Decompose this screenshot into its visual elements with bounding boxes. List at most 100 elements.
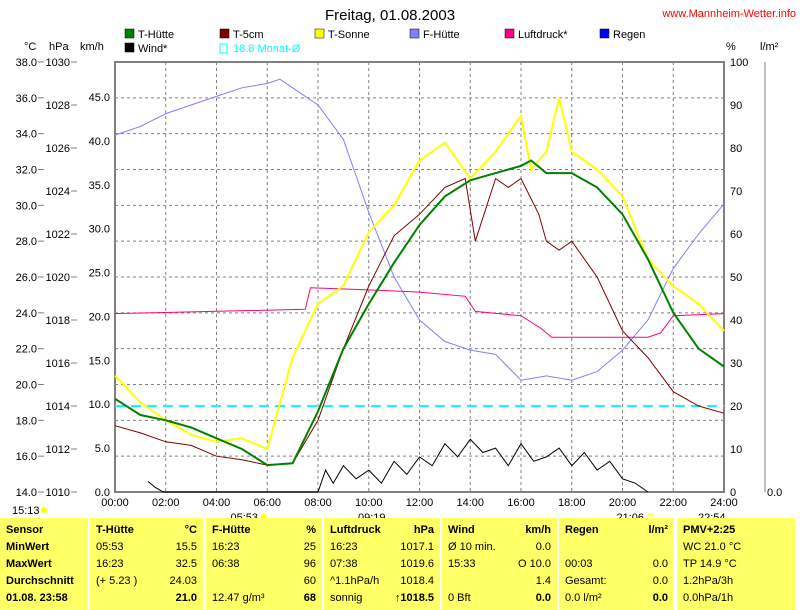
legend-label: 18.8 Monat-Ø — [233, 43, 301, 55]
rain-unit: l/m² — [760, 41, 779, 53]
hpa-unit: hPa — [49, 41, 69, 53]
hpa-tick-label: 1012 — [46, 444, 70, 456]
stats-value: 68 — [303, 592, 316, 604]
hpa-tick-label: 1020 — [46, 272, 70, 284]
stats-value: 1017.1 — [400, 541, 434, 553]
sun-icon — [41, 507, 47, 513]
stats-value: 60 — [303, 575, 316, 587]
stats-label: 12.47 g/m³ — [212, 592, 265, 604]
stats-value: 96 — [303, 558, 316, 570]
stats-label: 05:53 — [96, 541, 124, 553]
stats-row: 16:23 32.5 — [90, 556, 203, 573]
stats-value: 1018.4 — [400, 575, 434, 587]
stats-label: 00:03 — [565, 558, 593, 570]
stats-row: Sensor — [0, 522, 88, 539]
kmh-tick-label: 30.0 — [89, 224, 110, 236]
sunrise-icon — [261, 514, 267, 518]
stats-label: MinWert — [6, 541, 50, 553]
stats-value: 1019.6 — [400, 558, 434, 570]
c-tick-label: 36.0 — [16, 93, 37, 105]
stats-row: 07:38 1019.6 — [324, 556, 440, 573]
site-link[interactable]: www.Mannheim-Wetter.info — [661, 8, 796, 20]
pct-tick-label: 10 — [730, 444, 742, 456]
stats-value: hPa — [413, 524, 434, 536]
legend-swatch — [599, 28, 610, 39]
sun-time-t1: 15:13 — [12, 505, 40, 517]
pct-tick-label: 20 — [730, 401, 742, 413]
stats-value: 25 — [303, 541, 316, 553]
x-tick-label: 06:00 — [253, 497, 281, 509]
plot-area — [114, 61, 725, 493]
stats-value: ↑1018.5 — [394, 592, 434, 604]
stats-table: Sensor MinWert MaxWert Durchschnitt 01.08. 2… — [0, 518, 800, 610]
legend-label: T-Hütte — [138, 29, 174, 41]
legend-label: Wind* — [138, 43, 168, 55]
pct-tick-label: 100 — [730, 57, 748, 69]
stats-value: % — [306, 524, 316, 536]
series-line-t-sonne — [114, 97, 725, 451]
stats-value: 1.4 — [535, 575, 551, 587]
stats-column: Wind km/h Ø 10 min. 0.0 15:33 O 10.0 1.4 0 Bft 0… — [442, 518, 557, 610]
x-tick-label: 08:00 — [304, 497, 332, 509]
sun-time-sunset: 21:06 — [616, 512, 644, 518]
stats-label: 16:23 — [212, 541, 240, 553]
weather-chart: Freitag, 01.08.2003 www.Mannheim-Wetter.… — [12, 7, 796, 518]
stats-label: Durchschnitt — [6, 575, 74, 587]
x-tick-label: 14:00 — [456, 497, 484, 509]
stats-row: 05:53 15.5 — [90, 539, 203, 556]
hpa-tick-label: 1014 — [46, 401, 70, 413]
x-tick-label: 00:00 — [101, 497, 129, 509]
stats-label: Luftdruck — [330, 524, 381, 536]
pct-tick-label: 60 — [730, 229, 742, 241]
stats-label: 0.0hPa/1h — [683, 592, 734, 604]
x-tick-label: 18:00 — [558, 497, 586, 509]
c-tick-label: 14.0 — [16, 487, 37, 499]
sun-time-t3: 22:54 — [698, 512, 726, 518]
legend-swatch — [124, 28, 135, 39]
c-tick-label: 24.0 — [16, 308, 37, 320]
stats-label: MaxWert — [6, 558, 52, 570]
pct-tick-label: 0 — [730, 487, 736, 499]
stats-label: 06:38 — [212, 558, 240, 570]
kmh-tick-label: 10.0 — [89, 399, 110, 411]
pct-tick-label: 90 — [730, 100, 742, 112]
stats-row: Gesamt: 0.0 — [559, 573, 674, 590]
stats-row: 06:38 96 — [206, 556, 322, 573]
hpa-tick-label: 1026 — [46, 143, 70, 155]
stats-label: 01.08. 23:58 — [6, 592, 68, 604]
stats-row: PMV+2:25 — [677, 522, 795, 539]
stats-row: 1.2hPa/3h — [677, 573, 795, 590]
series-line-t-5cm — [114, 177, 725, 466]
legend-swatch — [219, 28, 230, 39]
x-tick-label: 22:00 — [659, 497, 687, 509]
stats-value: O 10.0 — [517, 558, 551, 570]
stats-row: WC 21.0 °C — [677, 539, 795, 556]
stats-label: T-Hütte — [96, 524, 134, 536]
c-tick-label: 28.0 — [16, 236, 37, 248]
hpa-tick-label: 1018 — [46, 315, 70, 327]
kmh-unit: km/h — [80, 41, 104, 53]
kmh-tick-label: 5.0 — [95, 443, 110, 455]
stats-value: 0.0 — [535, 541, 551, 553]
x-tick-label: 24:00 — [710, 497, 738, 509]
legend-label: Regen — [613, 29, 645, 41]
c-tick-label: 22.0 — [16, 344, 37, 356]
hpa-tick-label: 1016 — [46, 358, 70, 370]
stats-label: F-Hütte — [212, 524, 251, 536]
stats-row: 00:03 0.0 — [559, 556, 674, 573]
c-tick-label: 30.0 — [16, 200, 37, 212]
series-line-f-h-tte — [114, 78, 725, 381]
stats-column: PMV+2:25 WC 21.0 °C TP 14.9 °C 1.2hPa/3h 0.0… — [677, 518, 795, 610]
legend-label: F-Hütte — [423, 29, 460, 41]
stats-value: 0.0 — [652, 592, 668, 604]
legend-swatch — [409, 28, 420, 39]
legend-swatch — [504, 28, 515, 39]
stats-label: Gesamt: — [565, 575, 607, 587]
stats-label: (+ 5.23 ) — [96, 575, 138, 587]
stats-label: sonnig — [330, 592, 363, 604]
stats-label: Sensor — [6, 524, 44, 536]
x-tick-label: 16:00 — [507, 497, 535, 509]
x-tick-label: 10:00 — [355, 497, 383, 509]
stats-row: 0 Bft 0.0 — [442, 590, 557, 607]
c-tick-label: 34.0 — [16, 129, 37, 141]
